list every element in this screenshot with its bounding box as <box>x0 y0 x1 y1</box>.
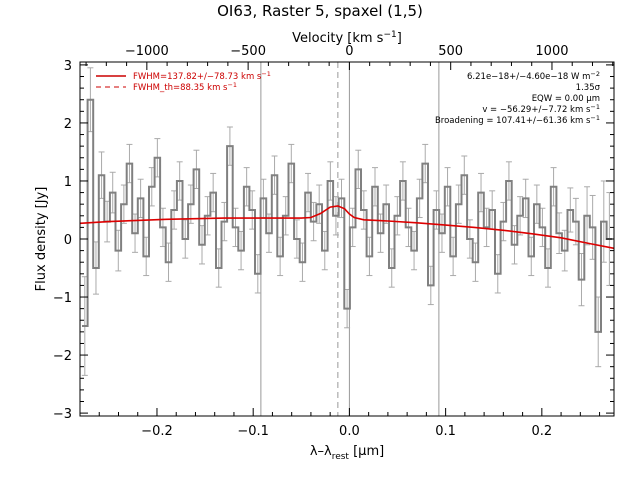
axis-tick-labels: −0.2 −0.1 0.0 0.1 0.2 −3 −2 −1 0 1 2 3 −1000 −500 0 500… <box>53 44 569 439</box>
y-axis-label: Flux density [Jy] <box>34 187 49 292</box>
legend-label: FWHM_th=88.35 km s−1 <box>133 81 237 93</box>
annotation-line: 6.21e−18+/−4.60e−18 W m−2 <box>467 70 600 82</box>
annotation-line: 1.35σ <box>576 83 601 93</box>
data-step-line <box>82 98 613 333</box>
chart-title: OI63, Raster 5, spaxel (1,5) <box>217 2 423 20</box>
y-tick-label: −3 <box>53 407 72 422</box>
top-tick-label: −500 <box>230 44 266 59</box>
fit-line <box>79 205 615 250</box>
top-tick-label: 1000 <box>535 44 568 59</box>
y-tick-label: 1 <box>64 175 72 190</box>
y-tick-label: −2 <box>53 349 72 364</box>
y-tick-label: 3 <box>64 59 72 74</box>
legend-label: FWHM=137.82+/−78.73 km s−1 <box>133 70 271 82</box>
y-tick-label: 0 <box>64 233 72 248</box>
top-tick-label: 0 <box>345 44 353 59</box>
annotation-line: Broadening = 107.41+/−61.36 km s−1 <box>435 114 600 126</box>
axis-ticks <box>79 62 614 416</box>
annotation-line: v = −56.29+/−7.72 km s−1 <box>482 103 600 115</box>
x-tick-label: 0.0 <box>339 424 360 439</box>
top-axis-label: Velocity [km s−1] <box>292 30 402 46</box>
y-tick-label: 2 <box>64 117 72 132</box>
x-tick-label: −0.2 <box>141 424 173 439</box>
top-tick-label: 500 <box>438 44 463 59</box>
annotation-line: EQW = 0.00 μm <box>532 94 600 104</box>
top-tick-label: −1000 <box>125 44 169 59</box>
legend: FWHM=137.82+/−78.73 km s−1FWHM_th=88.35 … <box>96 70 271 93</box>
x-axis-label: λ–λrest [μm] <box>310 444 384 462</box>
x-tick-label: 0.1 <box>435 424 456 439</box>
x-tick-label: 0.2 <box>531 424 552 439</box>
y-tick-label: −1 <box>53 291 72 306</box>
x-tick-label: −0.1 <box>237 424 269 439</box>
